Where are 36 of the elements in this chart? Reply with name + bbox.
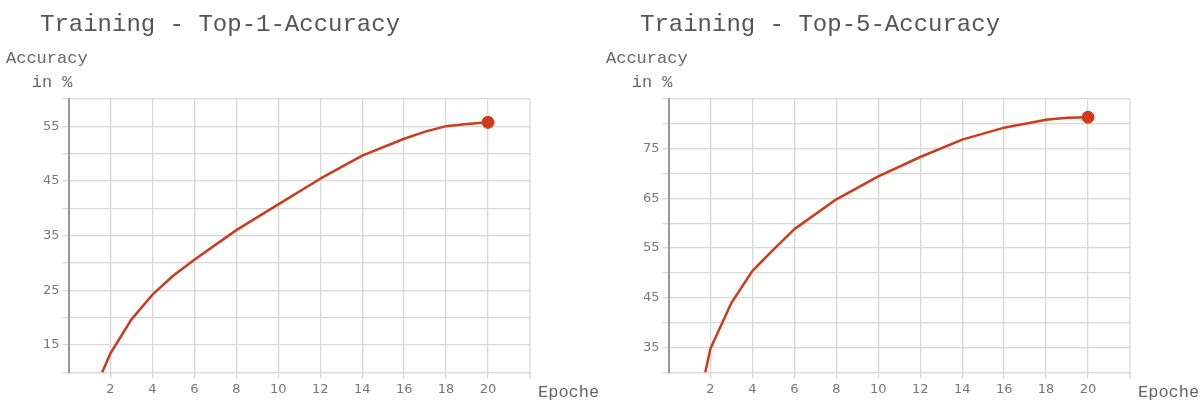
x-tick-label: 4	[748, 380, 757, 396]
x-tick-label: 2	[706, 380, 715, 396]
x-tick-label: 14	[953, 380, 971, 396]
y-tick-label: 35	[643, 338, 660, 354]
x-tick-label: 2	[106, 380, 115, 396]
chart-title: Training - Top-5-Accuracy	[640, 10, 1001, 38]
x-axis-title: Epoche	[1138, 382, 1200, 400]
x-tick-label: 12	[311, 380, 329, 396]
x-tick-label: 18	[1037, 380, 1055, 396]
y-tick-label: 25	[43, 281, 60, 297]
y-axis-title: Accuracy in %	[606, 48, 688, 92]
x-tick-label: 8	[232, 380, 241, 396]
chart-title: Training - Top-1-Accuracy	[40, 10, 401, 38]
y-tick-label: 45	[43, 172, 60, 188]
x-tick-label: 16	[395, 380, 413, 396]
y-tick-label: 45	[643, 289, 660, 305]
x-tick-label: 10	[270, 380, 287, 396]
y-tick-label: 15	[43, 336, 60, 352]
x-tick-label: 4	[148, 380, 157, 396]
x-axis-title: Epoche	[538, 382, 600, 400]
x-tick-label: 18	[437, 380, 455, 396]
y-tick-label: 55	[43, 117, 60, 133]
x-tick-label: 10	[870, 380, 887, 396]
y-tick-label: 65	[643, 189, 660, 205]
y-tick-label: 55	[643, 239, 660, 255]
x-tick-label: 6	[790, 380, 799, 396]
x-tick-label: 6	[190, 380, 199, 396]
x-tick-label: 20	[1079, 380, 1097, 396]
x-tick-label: 16	[995, 380, 1013, 396]
x-tick-label: 8	[832, 380, 841, 396]
x-tick-label: 14	[353, 380, 371, 396]
x-tick-label: 12	[911, 380, 929, 396]
x-tick-label: 20	[479, 380, 497, 396]
y-tick-label: 75	[643, 139, 660, 155]
y-tick-label: 35	[43, 226, 60, 242]
y-axis-title: Accuracy in %	[6, 48, 88, 92]
